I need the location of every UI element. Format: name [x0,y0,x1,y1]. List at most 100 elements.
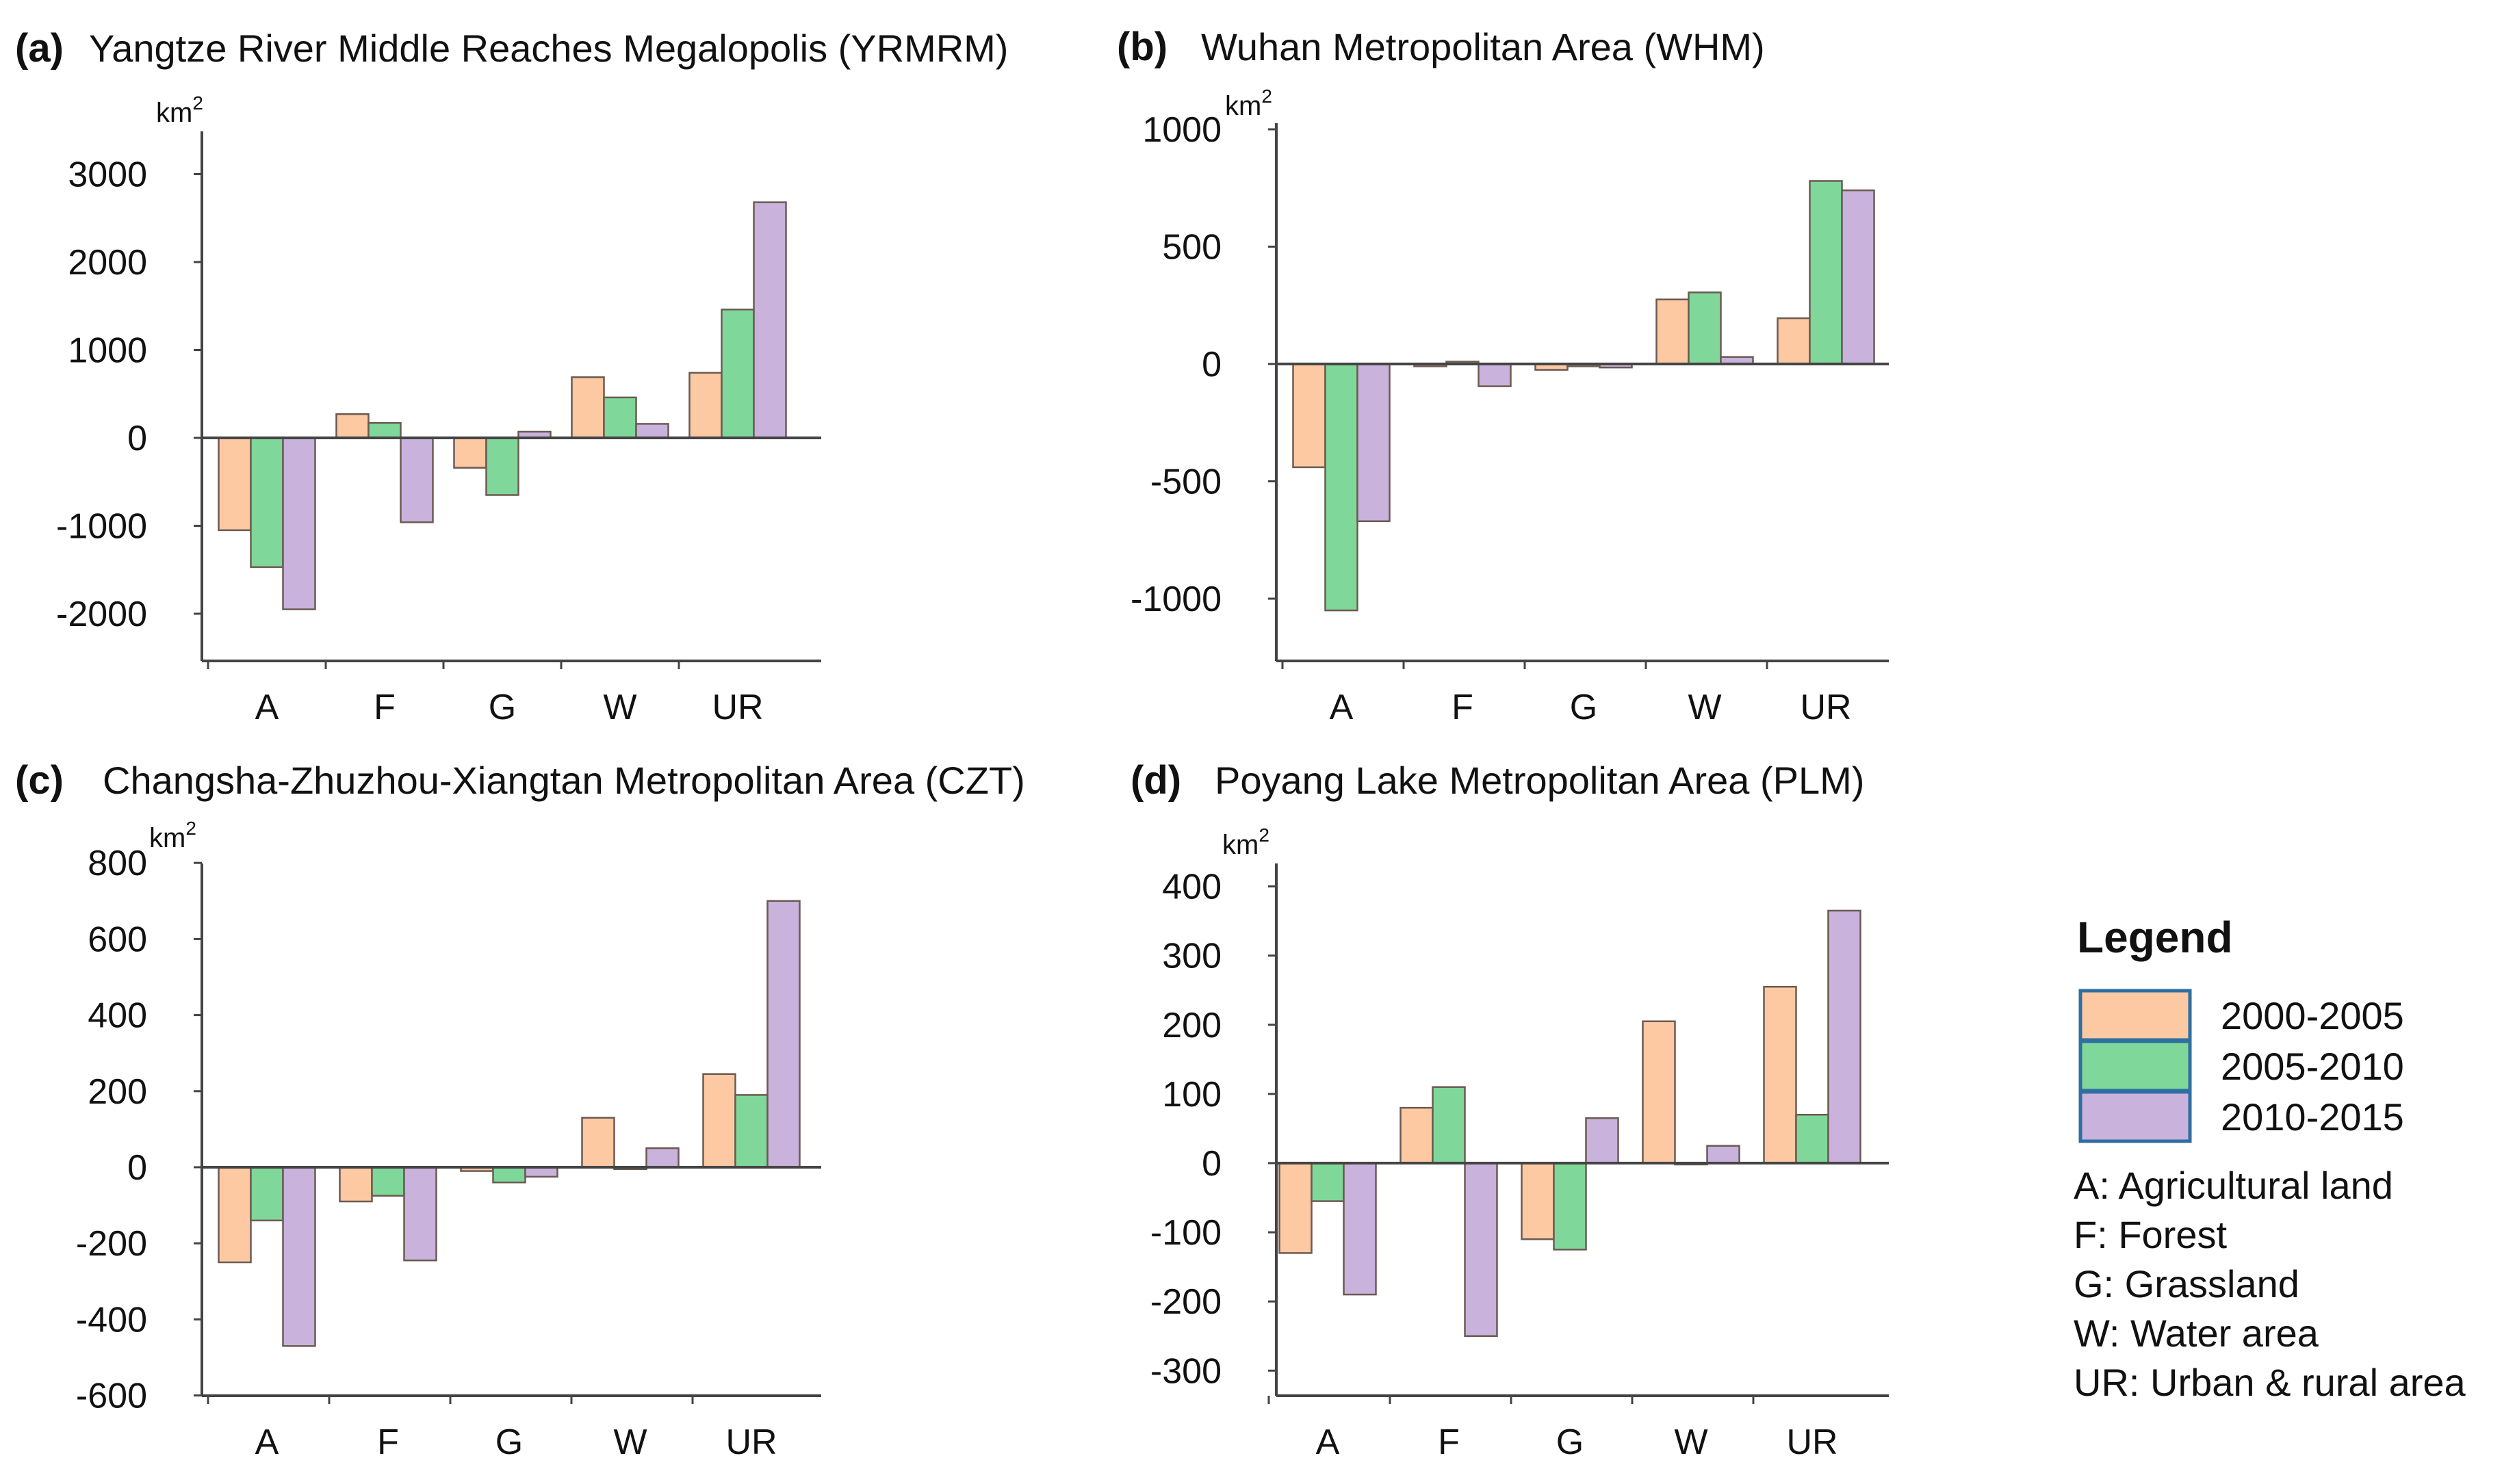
bar-a-2000-2005 [218,437,252,532]
y-tick-label: 1000 [68,331,147,371]
legend: Legend 2000-2005 2005-2010 2010-2015 A: Agri… [2074,913,2466,1404]
panel-label: (a) [15,26,64,70]
bar-a-2010-2015 [1343,1162,1377,1296]
x-tick-label: G [495,1422,523,1462]
bar-a-2010-2015 [282,1166,316,1347]
bar-w-2005-2010 [1688,291,1722,365]
bar-f-2005-2010 [371,1166,405,1197]
y-tick-label: 0 [127,1148,147,1188]
y-tick-label: 200 [88,1072,147,1112]
bar-ur-2005-2010 [734,1094,769,1169]
y-tick-label: 1000 [1142,110,1222,150]
legend-swatch-2000-2005 [2078,989,2192,1042]
bar-f-2010-2015 [403,1166,437,1262]
x-tick-label: W [613,1422,647,1462]
bar-a-2010-2015 [282,437,316,610]
bar-w-2000-2005 [571,376,605,439]
bar-f-2010-2015 [1464,1162,1498,1337]
y-tick-label: -200 [1150,1282,1222,1322]
legend-entry: 2000-2005 [2221,994,2404,1037]
y-tick-label: -600 [76,1377,147,1416]
panel-title: Changsha-Zhuzhou-Xiangtan Metropolitan A… [103,759,1025,802]
bar-g-2000-2005 [453,437,487,469]
chart-panel-4: (d) Poyang Lake Metropolitan Area (PLM) km… [1131,758,1889,1462]
bar-g-2010-2015 [1585,1117,1619,1164]
x-tick-label: W [1688,688,1721,727]
y-tick-label: -2000 [56,595,147,634]
bar-ur-2005-2010 [1809,180,1843,365]
y-tick-label: -200 [76,1224,147,1264]
panel-title: Yangtze River Middle Reaches Megalopolis… [89,27,1008,70]
bar-a-2005-2010 [250,1166,284,1222]
bar-ur-2010-2015 [766,900,801,1169]
bar-ur-2005-2010 [721,309,755,439]
x-tick-label: A [1330,688,1354,727]
bar-ur-2000-2005 [1777,317,1811,365]
y-tick-label: 600 [88,920,147,959]
legend-swatch-2010-2015 [2078,1090,2192,1143]
bar-w-2010-2015 [1706,1145,1740,1164]
y-tick-label: 0 [1202,345,1222,385]
x-tick-label: G [1570,688,1597,727]
x-tick-label: F [1452,688,1473,727]
bar-w-2000-2005 [581,1117,615,1169]
bar-ur-2000-2005 [702,1073,736,1169]
x-tick-label: UR [725,1422,777,1462]
bar-ur-2005-2010 [1795,1113,1829,1164]
bar-a-2005-2010 [250,437,284,569]
x-tick-label: F [374,688,396,727]
legend-abbreviation: F: Forest [2074,1213,2227,1256]
bar-g-2005-2010 [492,1166,526,1184]
y-tick-label: -1000 [1131,580,1222,619]
x-tick-label: F [377,1422,399,1462]
x-tick-label: A [255,1422,279,1462]
x-tick-label: G [489,688,516,727]
bar-a-2000-2005 [1278,1162,1313,1254]
x-tick-label: UR [712,688,763,727]
y-tick-label: 300 [1162,937,1222,976]
y-tick-label: 800 [88,844,147,883]
bar-ur-2010-2015 [753,201,787,439]
bar-ur-2010-2015 [1827,909,1861,1164]
x-tick-label: A [255,688,279,727]
bar-a-2005-2010 [1324,363,1358,612]
legend-abbreviation: UR: Urban & rural area [2074,1361,2466,1404]
bar-f-2010-2015 [1478,363,1512,387]
legend-abbreviation: W: Water area [2074,1312,2319,1355]
legend-abbreviation: G: Grassland [2074,1262,2299,1305]
bar-ur-2000-2005 [688,372,723,439]
bar-w-2000-2005 [1642,1020,1676,1164]
bar-w-2010-2015 [635,423,669,439]
x-tick-label: F [1438,1422,1460,1462]
y-tick-label: 0 [127,419,147,458]
chart-panels: (a) Yangtze River Middle Reaches Megalopo… [15,25,1889,1462]
bar-a-2000-2005 [218,1166,252,1264]
x-tick-label: UR [1786,1422,1837,1462]
y-tick-label: -500 [1150,463,1222,502]
y-tick-label: -300 [1150,1351,1222,1391]
bar-g-2005-2010 [1553,1162,1587,1251]
y-tick-label: 400 [88,996,147,1036]
y-tick-label: -1000 [56,507,147,547]
y-tick-label: 500 [1162,228,1222,268]
bar-w-2005-2010 [603,396,637,439]
x-tick-label: A [1316,1422,1340,1462]
y-unit-label: km2 [156,92,203,128]
bar-f-2000-2005 [339,1166,373,1203]
bar-w-2010-2015 [645,1147,680,1169]
y-tick-label: 200 [1162,1006,1222,1045]
y-tick-label: -100 [1150,1213,1222,1253]
bar-g-2010-2015 [524,1166,558,1178]
x-tick-label: UR [1800,688,1851,727]
chart-panel-3: (c) Changsha-Zhuzhou-Xiangtan Metropolita… [15,758,1025,1462]
bar-g-2000-2005 [1521,1162,1555,1240]
y-tick-label: -400 [76,1300,147,1340]
y-unit-label: km2 [1225,86,1272,121]
panel-label: (c) [15,758,64,803]
y-tick-label: 3000 [68,155,147,195]
bar-w-2000-2005 [1655,298,1690,365]
panel-label: (d) [1131,758,1181,803]
legend-swatch-2005-2010 [2078,1039,2192,1093]
